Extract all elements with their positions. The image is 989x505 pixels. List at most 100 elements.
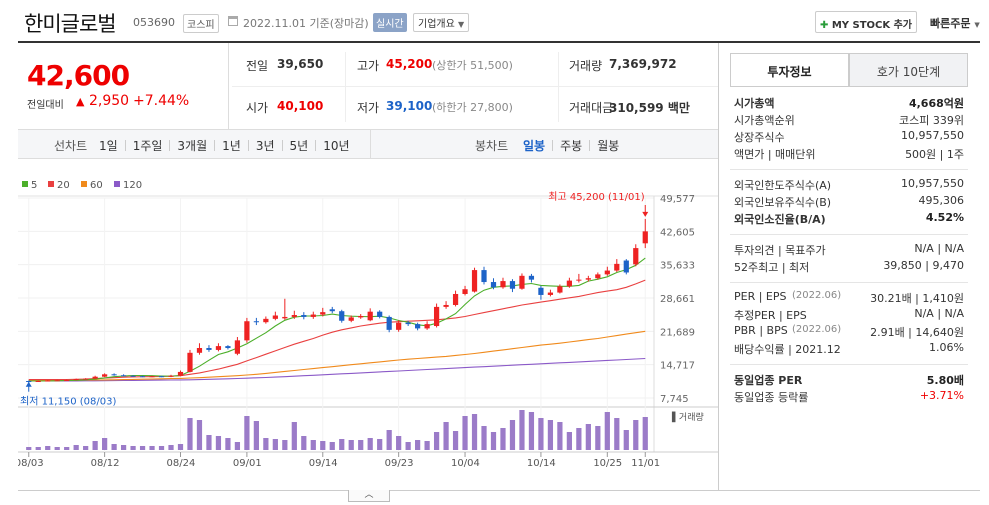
volume-bar bbox=[367, 438, 373, 450]
candle-tab[interactable]: 월봉 bbox=[597, 139, 620, 153]
summary-divider-2 bbox=[558, 52, 559, 122]
info-label: 외국인한도주식수(A) bbox=[734, 179, 832, 192]
change-label: 전일대비 bbox=[27, 100, 64, 111]
legend-swatch bbox=[114, 181, 120, 187]
tab-invest-info-label: 투자정보 bbox=[767, 65, 812, 79]
tab-quote-10[interactable]: 호가 10단계 bbox=[849, 53, 968, 87]
company-info-button[interactable]: 기업개요 ▼ bbox=[413, 13, 470, 32]
amount-label: 거래대금 bbox=[569, 101, 614, 115]
volume-value: 7,369,972 bbox=[609, 57, 677, 71]
info-value: 10,957,550 bbox=[901, 177, 964, 190]
info-label: 52주최고 | 최저 bbox=[734, 261, 810, 274]
candle-tab[interactable]: 일봉 bbox=[523, 139, 546, 153]
info-label: 시가총액 bbox=[734, 97, 775, 110]
info-label: PER | EPS bbox=[734, 290, 787, 303]
volume-bar bbox=[519, 410, 525, 450]
candle-body bbox=[339, 311, 345, 321]
prev-value: 39,650 bbox=[277, 57, 324, 71]
candle-body bbox=[149, 376, 155, 378]
volume-bar bbox=[348, 440, 354, 450]
tab-separator bbox=[552, 140, 554, 151]
candle-body bbox=[301, 315, 307, 317]
period-tab[interactable]: 1년 bbox=[222, 139, 241, 153]
period-tab[interactable]: 1일 bbox=[99, 139, 118, 153]
prev-label: 전일 bbox=[246, 59, 269, 73]
period-tab[interactable]: 3개월 bbox=[177, 139, 208, 153]
tab-separator bbox=[281, 140, 283, 151]
info-label: 외국인보유주식수(B) bbox=[734, 196, 832, 209]
ma-line-ma5 bbox=[28, 257, 646, 382]
volume-bar bbox=[585, 424, 591, 450]
candle-body bbox=[386, 316, 392, 330]
candle-body bbox=[310, 314, 316, 317]
collapse-button[interactable]: ︿ bbox=[348, 490, 390, 502]
realtime-badge[interactable]: 실시간 bbox=[373, 13, 407, 32]
volume-bar bbox=[168, 445, 174, 450]
period-tab[interactable]: 10년 bbox=[323, 139, 350, 153]
side-divider bbox=[718, 43, 719, 490]
candle-body bbox=[519, 275, 525, 289]
candle-body bbox=[367, 311, 373, 321]
period-tab[interactable]: 5년 bbox=[289, 139, 309, 153]
y-tick-label: 7,745 bbox=[660, 394, 689, 405]
candle-body bbox=[396, 322, 402, 330]
candle-chart-label[interactable]: 봉차트 bbox=[475, 139, 509, 153]
info-divider bbox=[730, 364, 968, 365]
info-row: PBR | BPS (2022.06) 2.91배 | 14,640원 bbox=[730, 324, 968, 341]
period-tab[interactable]: 1주일 bbox=[132, 139, 163, 153]
volume-bar bbox=[339, 439, 345, 450]
min-price-annotation: 최저 11,150 (08/03) bbox=[20, 396, 116, 408]
volume-bar bbox=[291, 422, 297, 450]
volume-bar bbox=[244, 416, 250, 450]
info-label: PBR | BPS bbox=[734, 324, 788, 337]
volume-bar bbox=[509, 420, 516, 450]
candle-body bbox=[358, 315, 364, 318]
info-value: 500원 | 1주 bbox=[905, 148, 964, 161]
stock-name: 한미글로벌 bbox=[24, 12, 117, 36]
volume-bar bbox=[415, 440, 421, 450]
volume-bar bbox=[263, 438, 269, 450]
candle-body bbox=[54, 380, 60, 382]
stock-header: 한미글로벌 053690 코스피 2022.11.01 기준(장마감) 실시간 … bbox=[0, 0, 989, 42]
upper-limit: (상한가 51,500) bbox=[432, 59, 513, 72]
bottom-border bbox=[18, 490, 980, 491]
info-label: 동일업종 등락률 bbox=[734, 391, 809, 404]
volume-bar bbox=[64, 447, 70, 450]
info-value: 39,850 | 9,470 bbox=[883, 259, 964, 272]
ma-line-ma60 bbox=[28, 330, 646, 382]
period-tab[interactable]: 3년 bbox=[255, 139, 275, 153]
volume-bar bbox=[253, 421, 259, 450]
volume-bar bbox=[177, 444, 184, 450]
volume-bar bbox=[500, 428, 506, 450]
info-row: 상장주식수 10,957,550 bbox=[730, 129, 968, 146]
volume-bar bbox=[73, 445, 79, 450]
y-tick-label: 49,577 bbox=[660, 194, 695, 205]
info-label: 동일업종 PER bbox=[734, 374, 803, 387]
volume-bar bbox=[396, 436, 402, 450]
y-tick-label: 28,661 bbox=[660, 294, 695, 305]
x-tick-label: 10/04 bbox=[451, 458, 480, 469]
tab-invest-info[interactable]: 투자정보 bbox=[730, 53, 849, 87]
info-value: 5.80배 bbox=[926, 374, 964, 387]
x-tick-label: 10/25 bbox=[593, 458, 622, 469]
line-chart-label[interactable]: 선차트 bbox=[54, 139, 88, 153]
x-tick-label: 09/01 bbox=[233, 458, 262, 469]
candle-body bbox=[158, 376, 165, 378]
mystock-add-button[interactable]: ✚ MY STOCK 추가 bbox=[815, 11, 917, 33]
quick-order-button[interactable]: 빠른주문 ▼ bbox=[930, 15, 980, 31]
volume-label: ▌거래량 bbox=[671, 411, 704, 423]
candle-tab-list: 일봉 주봉 월봉 bbox=[520, 137, 622, 154]
info-divider bbox=[730, 234, 968, 235]
y-tick-label: 21,689 bbox=[660, 327, 695, 338]
candle-body bbox=[490, 282, 497, 288]
candle-body bbox=[130, 375, 136, 377]
volume-bar bbox=[386, 430, 392, 450]
x-tick-label: 11/01 bbox=[631, 458, 660, 469]
volume-bar bbox=[130, 446, 136, 450]
lower-limit: (하한가 27,800) bbox=[432, 101, 513, 114]
tab-separator bbox=[315, 140, 317, 151]
candle-body bbox=[348, 317, 354, 321]
candle-tab[interactable]: 주봉 bbox=[560, 139, 583, 153]
summary-divider-1 bbox=[345, 52, 346, 122]
volume-bar bbox=[139, 446, 146, 450]
